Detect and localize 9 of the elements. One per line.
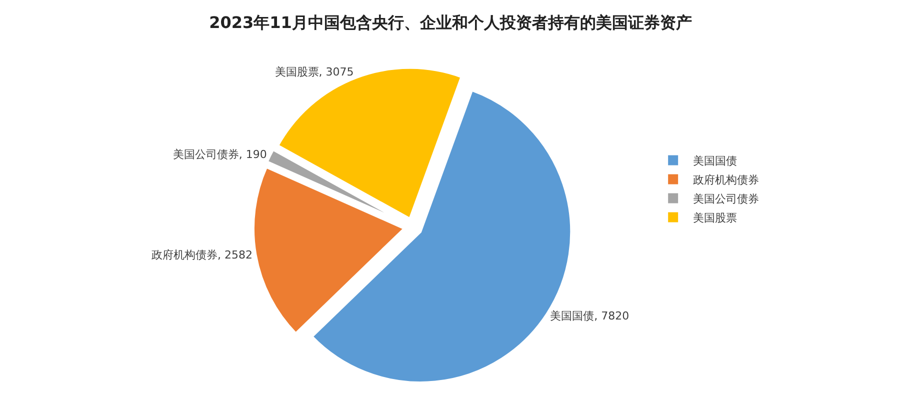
data-label: 美国国债, 7820 xyxy=(550,309,630,322)
data-label: 美国股票, 3075 xyxy=(274,65,354,78)
chart-title: 2023年11月中国包含央行、企业和个人投资者持有的美国证券资产 xyxy=(209,12,692,32)
legend-label: 美国股票 xyxy=(693,212,738,225)
data-label: 政府机构债券, 2582 xyxy=(152,248,253,262)
legend-label: 美国国债 xyxy=(693,154,738,168)
legend-label: 美国公司债券 xyxy=(693,192,760,206)
legend-label: 政府机构债券 xyxy=(693,174,760,187)
data-label: 美国公司债券, 190 xyxy=(172,148,267,161)
